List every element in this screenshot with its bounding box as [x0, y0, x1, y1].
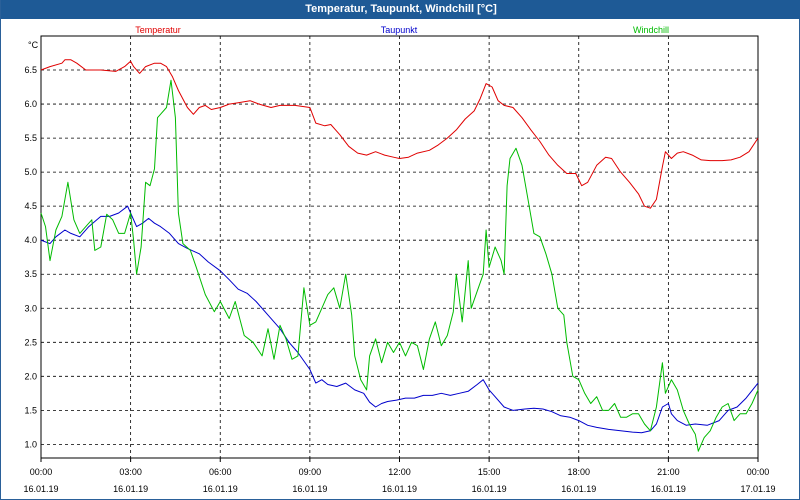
series-line-windchill — [40, 79, 759, 452]
window-title: Temperatur, Taupunkt, Windchill [°C] — [1, 0, 800, 19]
y-tick-label: 4.0 — [24, 235, 37, 245]
x-tick-date-label: 16.01.19 — [203, 484, 238, 494]
legend-label-windchill: Windchill — [633, 25, 669, 35]
x-tick-date-label: 16.01.19 — [113, 484, 148, 494]
y-tick-label: 4.5 — [24, 201, 37, 211]
x-tick-time-label: 12:00 — [388, 467, 411, 477]
x-tick-time-label: 15:00 — [478, 467, 501, 477]
x-axis-ticks: 00:00 16.01.19 03:00 16.01.19 06:00 16.01.19 0… — [23, 458, 776, 494]
y-tick-label: 1.5 — [24, 405, 37, 415]
x-tick-date-label: 16.01.19 — [472, 484, 507, 494]
x-tick-time-label: 21:00 — [657, 467, 680, 477]
y-tick-label: 2.5 — [24, 337, 37, 347]
x-tick-time-label: 00:00 — [30, 467, 53, 477]
x-tick-time-label: 03:00 — [119, 467, 142, 477]
x-tick-date-label: 16.01.19 — [382, 484, 417, 494]
x-tick-date-label: 16.01.19 — [23, 484, 58, 494]
legend: Temperatur Taupunkt Windchill — [135, 25, 669, 35]
legend-label-temperatur: Temperatur — [135, 25, 181, 35]
y-tick-label: 3.5 — [24, 269, 37, 279]
x-tick-time-label: 09:00 — [299, 467, 322, 477]
x-tick-time-label: 06:00 — [209, 467, 232, 477]
series-line-temperatur — [40, 59, 759, 209]
x-tick-time-label: 00:00 — [747, 467, 770, 477]
y-tick-label: 5.0 — [24, 167, 37, 177]
grid — [41, 36, 758, 458]
legend-label-taupunkt: Taupunkt — [381, 25, 418, 35]
x-tick-date-label: 16.01.19 — [561, 484, 596, 494]
y-axis-ticks: 1.0 1.5 2.0 2.5 3.0 3.5 4.0 4.5 5.0 5.5 6.0 6.5 — [24, 65, 37, 449]
x-tick-date-label: 16.01.19 — [651, 484, 686, 494]
y-tick-label: 6.5 — [24, 65, 37, 75]
series-lines — [40, 59, 759, 452]
x-tick-date-label: 17.01.19 — [740, 484, 775, 494]
y-axis-label: °C — [28, 40, 39, 50]
y-tick-label: 5.5 — [24, 133, 37, 143]
y-tick-label: 1.0 — [24, 439, 37, 449]
x-tick-time-label: 18:00 — [567, 467, 590, 477]
series-line-taupunkt — [40, 205, 759, 434]
y-tick-label: 6.0 — [24, 99, 37, 109]
y-tick-label: 3.0 — [24, 303, 37, 313]
x-tick-date-label: 16.01.19 — [292, 484, 327, 494]
y-tick-label: 2.0 — [24, 371, 37, 381]
